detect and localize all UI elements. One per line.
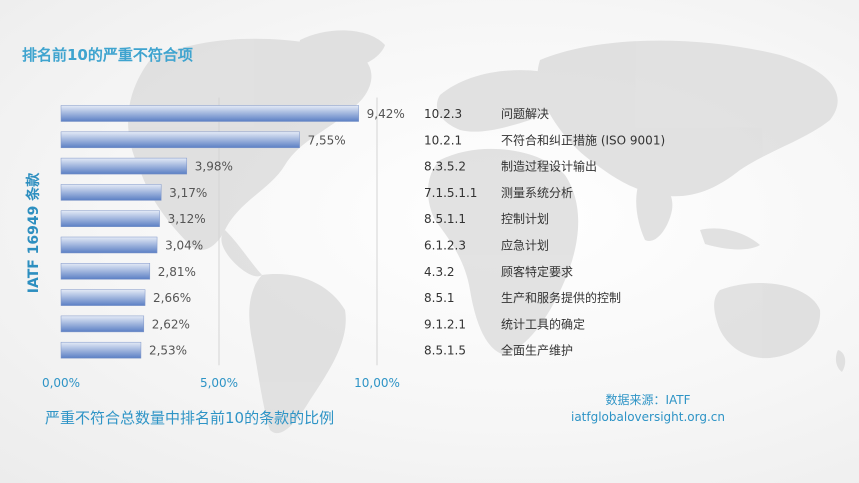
- bar-value-label: 9,42%: [367, 107, 405, 121]
- clause-description: 控制计划: [501, 212, 549, 226]
- clause-description: 应急计划: [501, 238, 549, 253]
- bar: [60, 131, 300, 149]
- clause-label: 8.5.1: [424, 291, 455, 305]
- bar: [60, 315, 145, 333]
- clause-label: 8.5.1.5: [424, 344, 466, 358]
- clause-label: 7.1.5.1.1: [424, 186, 477, 200]
- bar: [60, 289, 146, 306]
- clause-label: 8.5.1.1: [424, 212, 466, 226]
- clause-description: 测量系统分析: [501, 186, 573, 200]
- x-tick-label: 10,00%: [354, 376, 400, 390]
- x-tick-label: 5,00%: [200, 376, 238, 390]
- bar-value-label: 2,53%: [149, 344, 187, 358]
- bar: [60, 157, 188, 175]
- clause-description: 统计工具的确定: [501, 316, 585, 331]
- bar: [60, 341, 142, 359]
- clause-description: 不符合和纠正措施 (ISO 9001): [501, 132, 665, 147]
- data-source-website: iatfglobaloversight.org.cn: [570, 410, 725, 424]
- clause-label: 10.2.1: [424, 133, 462, 147]
- clause-label: 10.2.3: [424, 107, 462, 121]
- bar: [60, 210, 160, 227]
- x-tick-label: 0,00%: [42, 376, 80, 390]
- data-source-label: 数据来源：IATF: [605, 393, 691, 407]
- clause-label: 8.3.5.2: [424, 160, 466, 174]
- clause-description: 问题解决: [501, 107, 549, 121]
- clause-label: 9.1.2.1: [424, 317, 466, 331]
- bar-value-label: 7,55%: [308, 133, 346, 147]
- bar-value-label: 2,62%: [152, 317, 190, 331]
- bar-value-label: 2,66%: [153, 291, 191, 305]
- chart-footnote: 严重不符合总数量中排名前10的条款的比例: [45, 409, 335, 427]
- clause-description: 顾客特定要求: [501, 264, 573, 279]
- bar-value-label: 2,81%: [158, 265, 196, 279]
- clause-label: 6.1.2.3: [424, 239, 466, 253]
- bar: [60, 105, 359, 122]
- bar-value-label: 3,12%: [168, 212, 206, 226]
- bar: [60, 184, 162, 201]
- clause-description: 制造过程设计输出: [501, 159, 597, 174]
- chart-title: 排名前10的严重不符合项: [22, 46, 193, 64]
- bar-value-label: 3,04%: [165, 239, 203, 253]
- bar-value-label: 3,17%: [169, 186, 207, 200]
- clause-description: 生产和服务提供的控制: [501, 290, 621, 305]
- bar-value-label: 3,98%: [195, 160, 233, 174]
- bar: [60, 263, 151, 280]
- clause-description: 全面生产维护: [501, 343, 573, 358]
- clause-label: 4.3.2: [424, 265, 455, 279]
- bar: [60, 236, 158, 254]
